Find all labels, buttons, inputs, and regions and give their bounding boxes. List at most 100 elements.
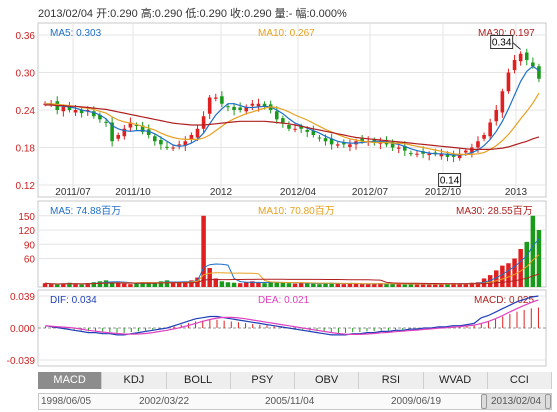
candle-body [177,144,181,146]
candle-body [256,103,261,107]
candle-body [342,143,346,145]
tab-wvad[interactable]: WVAD [423,372,488,389]
volume-bar [146,282,151,287]
volume-bar [91,282,97,287]
volume-bar [115,282,121,287]
volume-bar [54,284,60,287]
volume-bar [134,283,139,287]
candle-body [537,66,541,79]
price-y-tick: 0.12 [16,181,36,192]
volume-bar [414,283,420,287]
candle-body [128,122,133,128]
price-x-tick: 2012/07 [352,187,389,198]
candle-body [274,111,279,120]
ma10-line [45,92,540,155]
navigator-left-handle[interactable] [481,394,487,409]
volume-bar [103,280,109,287]
candle-body [110,122,114,142]
volume-bar [500,265,505,287]
volume-bar [213,278,219,287]
candle-body [140,125,145,132]
ma5-label: MA5: 0.303 [50,28,102,39]
candle-body [476,141,480,148]
price-y-tick: 0.24 [16,106,36,117]
tab-obv[interactable]: OBV [295,372,360,389]
candle-body [238,107,242,110]
candle-body [335,144,340,146]
candle-body [445,153,450,157]
candle-body [531,62,535,67]
price-x-tick: 2011/07 [55,187,91,198]
volume-bar [402,284,408,287]
volume-bar [365,284,371,287]
volume-bar [390,283,395,287]
indicator-tabs: MACD KDJ BOLL PSY OBV RSI WVAD CCI [38,372,552,389]
volume-bar [329,282,334,287]
volume-bar [268,281,273,287]
tab-macd[interactable]: MACD [38,372,103,389]
candle-body [85,110,90,111]
volume-bar [237,283,243,287]
volume-bar [323,283,328,287]
volume-bar [189,280,194,287]
candle-body [116,135,121,139]
volume-bar [109,282,115,287]
tab-cci[interactable]: CCI [487,372,552,389]
nav-date-2009: 2009/06/19 [391,396,442,407]
candle-body [317,137,322,139]
volume-bar [122,283,127,287]
candle-body [232,106,236,110]
ma5-line [45,65,540,156]
volume-bar [530,215,536,287]
time-navigator[interactable]: 1998/06/05 2002/03/22 2005/11/04 2009/06… [38,393,552,410]
volume-bar [451,283,456,287]
candle-body [506,72,511,92]
candle-body [134,125,139,126]
candle-body [122,128,127,137]
min-callout-box [438,173,462,187]
volume-bar [494,270,499,287]
price-y-tick: 0.30 [16,69,36,80]
volume-bar [61,283,66,287]
tab-kdj[interactable]: KDJ [102,372,167,389]
volume-bar [445,284,450,287]
volume-bar [524,241,530,287]
candle-body [213,97,218,99]
tab-psy[interactable]: PSY [230,372,295,389]
navigator-selection-window[interactable] [485,394,549,409]
candle-body [61,106,66,112]
candle-body [287,125,291,129]
nav-date-2005: 2005/11/04 [265,396,315,407]
macd-y-tick: -0.039 [7,356,36,367]
candle-body [171,147,175,149]
tab-boll[interactable]: BOLL [166,372,231,389]
candle-body [512,60,517,70]
candle-body [500,91,505,113]
candle-body [183,141,188,146]
candle-body [439,153,444,157]
candle-body [311,130,316,135]
ma10-label: MA10: 0.267 [258,28,315,39]
volume-bar [518,249,523,287]
candle-body [524,52,529,60]
candle-body [488,122,492,137]
candle-body [372,140,377,142]
volume-bar [256,282,261,287]
price-x-tick: 2012/10 [425,187,462,198]
candle-body [463,150,468,153]
max-callout-label: 0.34 [492,38,512,49]
volume-bar [408,284,414,287]
candle-body [281,118,285,123]
volume-bar [231,282,237,287]
tab-rsi[interactable]: RSI [359,372,424,389]
candle-body [146,129,151,135]
volume-bar [304,283,310,287]
volume-bar [225,282,231,287]
volume-bar [164,280,170,287]
navigator-right-handle[interactable] [545,394,551,409]
volume-bar [353,283,359,287]
volume-bar [372,283,377,287]
volume-bar [439,283,444,287]
candle-body [360,138,364,142]
volume-bar [274,282,280,287]
